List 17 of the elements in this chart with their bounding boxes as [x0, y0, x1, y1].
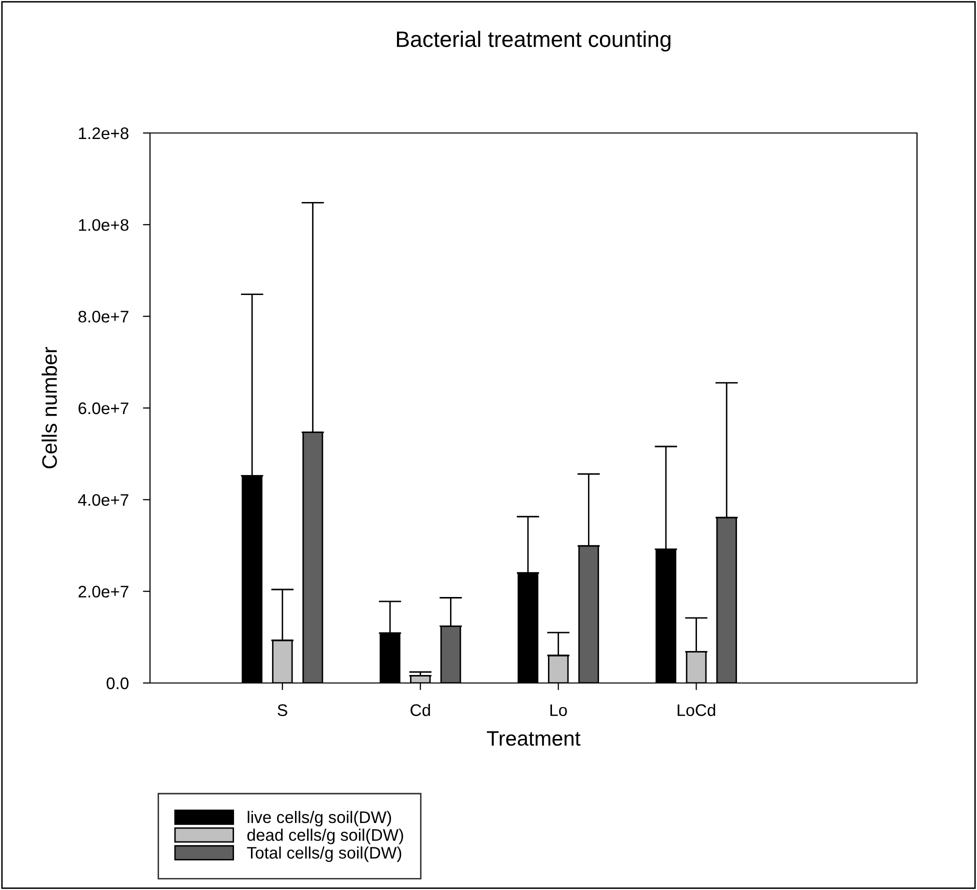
- legend-label: Total cells/g soil(DW): [247, 846, 402, 862]
- y-tick-label: 1.2e+8: [79, 127, 128, 140]
- y-tick-label: 8.0e+7: [78, 310, 128, 323]
- legend-label: live cells/g soil(DW): [248, 810, 392, 826]
- y-tick-label: 1.0e+8: [79, 219, 128, 231]
- y-tick-label: 4.0e+7: [78, 494, 128, 506]
- y-tick-label: 2.0e+7: [78, 586, 128, 598]
- x-tick-label: Cd: [410, 704, 430, 716]
- y-axis-title: Cells number: [42, 346, 57, 468]
- y-tick-label: 0.0: [106, 677, 129, 690]
- x-tick-label: S: [278, 704, 288, 716]
- x-tick-label: Lo: [550, 704, 567, 716]
- x-axis-title: Treatment: [486, 731, 580, 746]
- y-tick-label: 6.0e+7: [78, 402, 128, 414]
- chart-title: Bacterial treatment counting: [396, 30, 670, 52]
- legend-label: dead cells/g soil(DW): [247, 828, 404, 844]
- x-tick-label: LoCd: [678, 704, 716, 716]
